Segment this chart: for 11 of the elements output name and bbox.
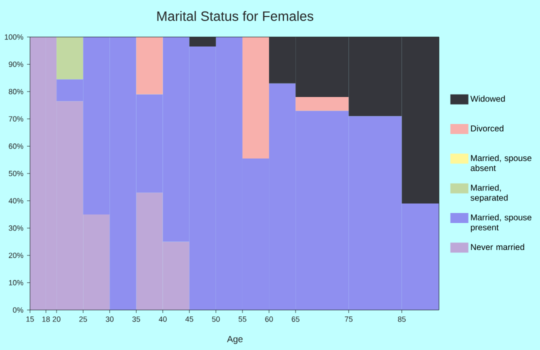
- legend-label: Married, separated: [470, 184, 508, 202]
- bar: [56, 36, 84, 80]
- bar: [242, 36, 270, 158]
- legend-label: Married, spouse present: [470, 214, 532, 232]
- chart-title: Marital Status for Females: [157, 11, 314, 21]
- legend-label: Married, spouse absent: [470, 154, 532, 172]
- legend-label: Widowed: [470, 96, 505, 102]
- legend-label: Never married: [471, 244, 524, 250]
- x-axis-title: Age: [227, 336, 243, 344]
- legend-label: Divorced: [471, 125, 504, 132]
- bar: [136, 36, 163, 94]
